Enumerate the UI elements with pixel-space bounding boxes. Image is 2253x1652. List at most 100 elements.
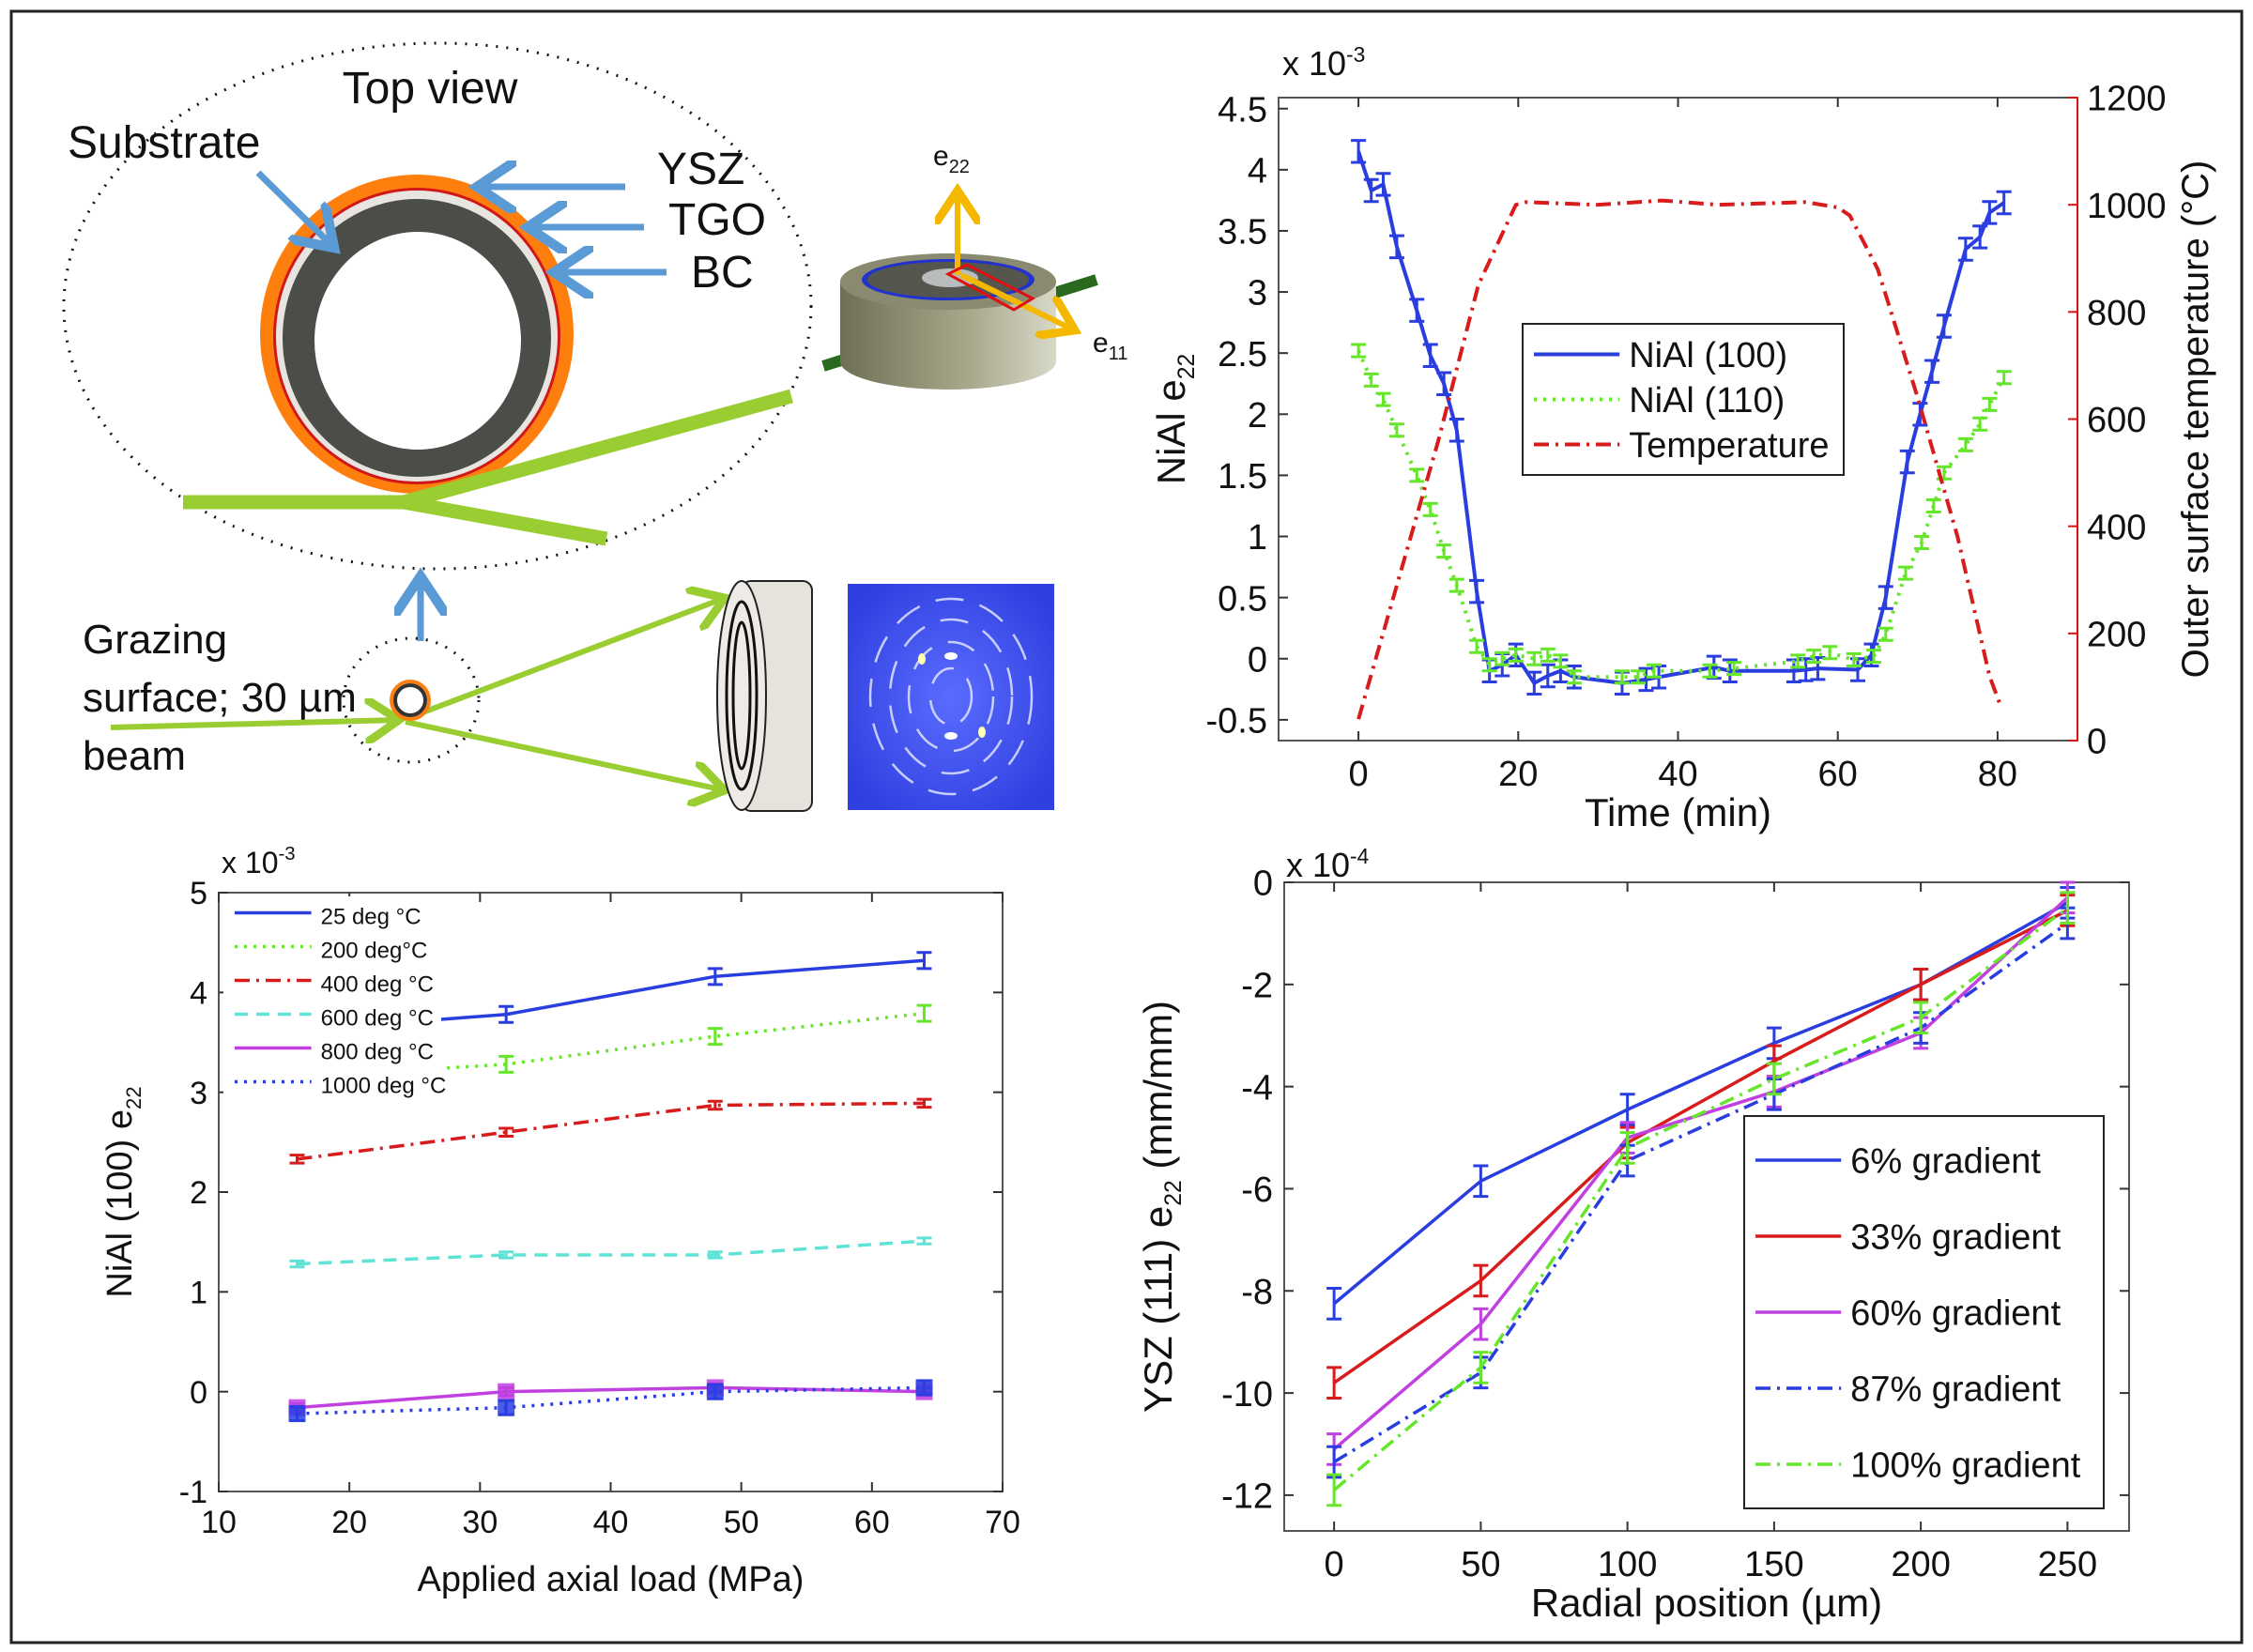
x-tick-label: 40 (593, 1505, 629, 1540)
x-tick-label: 50 (1461, 1545, 1500, 1584)
legend-label: 800 deg °C (321, 1040, 434, 1065)
error-bar (1436, 543, 1452, 559)
x-tick-label: 100 (1598, 1545, 1657, 1584)
y2-tick-label: 600 (2087, 401, 2146, 440)
error-bar (1375, 391, 1391, 407)
legend: NiAl (100) NiAl (110) Temperature (1522, 323, 1845, 476)
error-bar (1473, 1351, 1489, 1384)
y-axis-label: YSZ (111) e22 (mm/mm) (1136, 1001, 1187, 1413)
error-bar (1924, 359, 1940, 384)
error-bar (1913, 1001, 1929, 1035)
y2-tick-label: 800 (2087, 294, 2146, 333)
series-33-gradient (1326, 894, 2076, 1400)
y-tick-label: -2 (1241, 966, 1273, 1005)
x-tick-label: 70 (985, 1505, 1020, 1540)
error-bar (2060, 891, 2076, 925)
error-bar (1806, 649, 1822, 665)
x-axis-label: Applied axial load (MPa) (418, 1560, 805, 1599)
y2-axis-label: Outer surface temperature (°C) (2175, 161, 2216, 679)
error-bar (1326, 1287, 1342, 1321)
legend-label: 400 deg °C (321, 972, 434, 998)
x-tick-label: 0 (1349, 755, 1369, 794)
error-bar (1957, 237, 1973, 262)
x-tick-label: 20 (1498, 755, 1538, 794)
y2-tick-label: 1200 (2087, 80, 2167, 119)
error-bar (1614, 669, 1630, 685)
error-bar (1913, 968, 1929, 1002)
legend-label: 200 deg°C (321, 939, 428, 964)
error-bar (1914, 535, 1930, 551)
e11-label: e11 (1093, 328, 1127, 364)
error-bar (1508, 647, 1524, 663)
error-bar (1326, 1473, 1342, 1507)
error-bar (916, 951, 932, 971)
data-marker (706, 1383, 724, 1400)
grazing-label-line2: surface; 30 µm (83, 675, 357, 721)
error-bar (1925, 497, 1941, 513)
x-axis-label: Time (min) (1585, 790, 1771, 834)
chart-strain-vs-load: 10 20 30 40 50 60 70 -1 0 1 2 3 4 5 x 10-3 Applied axia… (100, 844, 1020, 1599)
legend-label: 600 deg °C (321, 1006, 434, 1032)
y-tick-label: 5 (190, 876, 207, 911)
y-tick-label: 3 (190, 1076, 207, 1111)
y-tick-label: 2 (1248, 396, 1267, 436)
diffraction-pattern-image (848, 584, 1054, 810)
y-tick-label: -10 (1221, 1375, 1273, 1415)
error-bar (707, 1027, 723, 1047)
series-line (297, 1239, 925, 1266)
error-bar (1878, 626, 1893, 642)
error-bar (1448, 577, 1464, 593)
y-tick-label: 1 (1248, 518, 1267, 558)
error-bar (1846, 652, 1862, 668)
data-marker (498, 1383, 515, 1400)
x-tick-label: 20 (331, 1505, 367, 1540)
error-bar (1630, 669, 1646, 685)
legend-label: NiAl (110) (1629, 381, 1785, 421)
y-tick-label: 3 (1248, 274, 1267, 314)
y2-tick-label: 0 (2087, 723, 2107, 762)
y2-tick-label: 1000 (2087, 187, 2167, 226)
error-bar (289, 1154, 305, 1165)
error-bar (707, 1250, 723, 1260)
series-line (297, 1385, 925, 1415)
x-tick-label: 200 (1891, 1545, 1950, 1584)
y-tick-label: 1.5 (1218, 457, 1267, 497)
grazing-label-line3: beam (83, 733, 186, 779)
y-tick-label: -12 (1221, 1477, 1273, 1517)
legend-label: 33% gradient (1850, 1218, 2061, 1258)
error-bar (1481, 657, 1497, 673)
y-tick-label: 4 (1248, 152, 1267, 191)
error-bar (1865, 649, 1881, 665)
legend-label: 100% gradient (1850, 1446, 2081, 1486)
error-bar (1448, 418, 1464, 443)
legend-label: 25 deg °C (321, 905, 421, 930)
error-bar (1972, 224, 1988, 250)
error-bar (1912, 402, 1928, 427)
y-tick-label: -0.5 (1206, 702, 1267, 742)
series-line (297, 1385, 925, 1410)
error-bar (1351, 343, 1367, 359)
error-bar (1936, 314, 1952, 339)
error-bar (498, 1004, 514, 1024)
error-bar (1494, 650, 1510, 666)
sample-dotted-circle (342, 636, 481, 764)
y-tick-label: -8 (1241, 1273, 1273, 1312)
y-tick-label: -1 (179, 1475, 207, 1510)
error-bar (1409, 298, 1425, 323)
legend-label: 6% gradient (1850, 1142, 2041, 1182)
error-bar (707, 967, 723, 987)
error-bar (1878, 585, 1893, 610)
error-bar (1540, 647, 1556, 663)
series-600-deg-c (289, 1236, 932, 1269)
error-bar (1957, 436, 1973, 452)
legend-label: 87% gradient (1850, 1370, 2061, 1410)
error-bar (1638, 666, 1654, 693)
error-bar (1540, 663, 1556, 689)
error-bar (1766, 1062, 1782, 1096)
y-tick-label: 2 (190, 1175, 207, 1211)
error-bar (916, 1097, 932, 1109)
legend-label: Temperature (1629, 426, 1829, 466)
error-bar (1473, 1307, 1489, 1341)
y-tick-label: 0 (1248, 640, 1267, 680)
